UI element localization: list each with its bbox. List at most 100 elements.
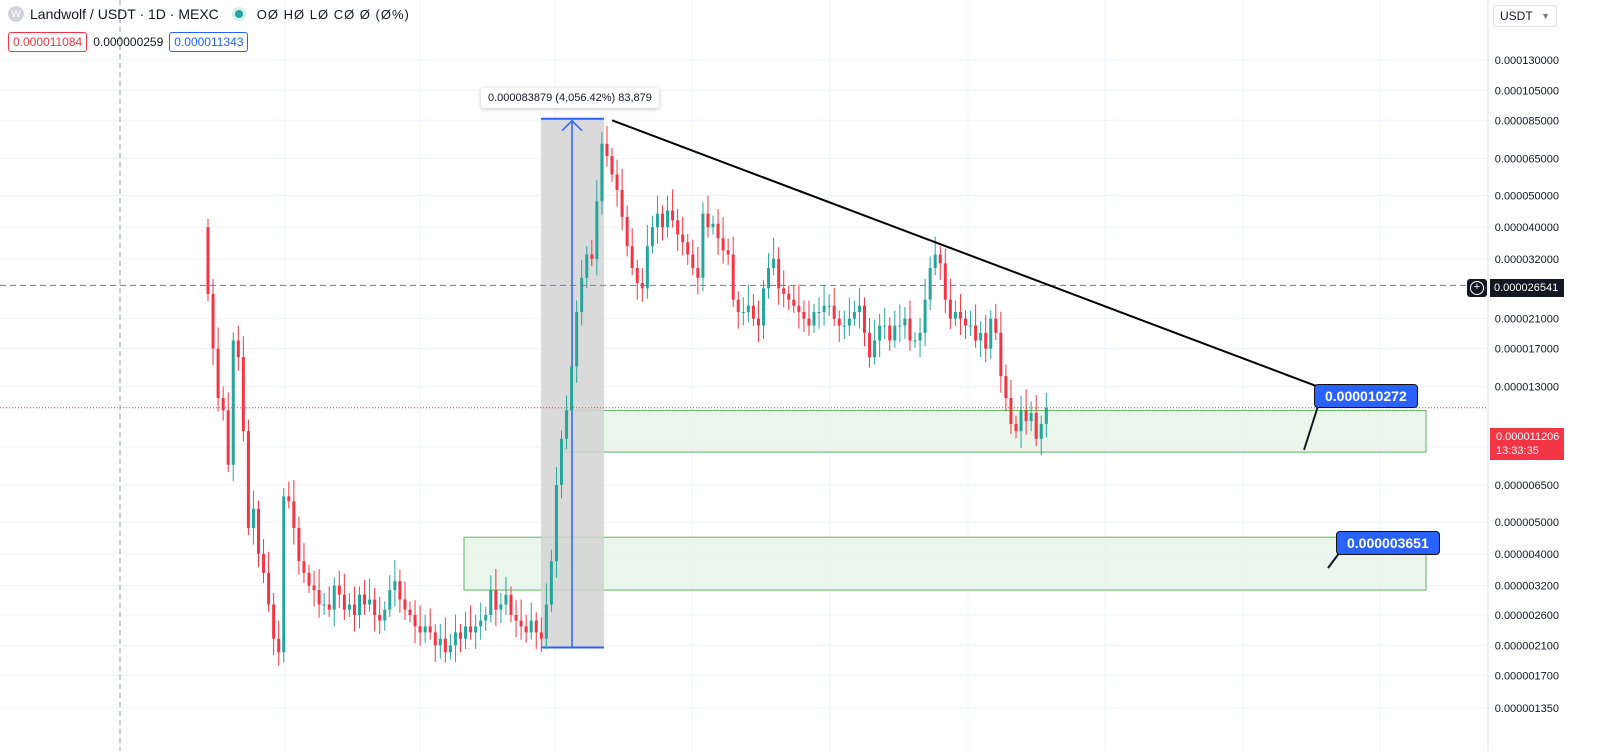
candle-body — [948, 299, 952, 319]
candle-body — [762, 288, 765, 326]
candle-body — [923, 299, 927, 333]
candle-body — [368, 599, 372, 605]
candle-body — [575, 312, 579, 367]
candle-body — [322, 604, 326, 606]
candle-body — [317, 590, 321, 605]
candle-body — [312, 585, 316, 591]
candle-body — [544, 604, 548, 639]
chart-grid — [0, 0, 1488, 751]
candle-body — [342, 594, 346, 610]
candle-body — [994, 318, 998, 333]
candle-body — [852, 312, 856, 319]
candle-body — [650, 227, 654, 247]
candle-body — [226, 410, 230, 465]
add-alert-button[interactable]: + — [1467, 279, 1487, 297]
callout-pointer — [1303, 405, 1319, 451]
last-price-value: 0.000011206 — [1496, 431, 1560, 443]
candle-body — [797, 305, 801, 313]
candle-body — [999, 332, 1003, 377]
candle-body — [469, 626, 473, 633]
y-tick-label: 0.000085000 — [1495, 115, 1559, 127]
candle-body — [453, 632, 457, 646]
candle-body — [767, 268, 771, 289]
y-tick-label: 0.000050000 — [1495, 191, 1559, 203]
candle-body — [251, 508, 255, 529]
candle-body — [817, 312, 821, 314]
y-tick-label: 0.000003200 — [1495, 581, 1559, 593]
candle-body — [615, 174, 619, 190]
y-tick-label: 0.000105000 — [1495, 85, 1559, 97]
y-tick-label: 0.000002100 — [1495, 640, 1559, 652]
candle-body — [363, 594, 367, 605]
candle-body — [428, 626, 432, 633]
candle-body — [812, 312, 816, 326]
candle-body — [969, 325, 973, 327]
currency-select[interactable]: USDT ▼ — [1493, 5, 1557, 27]
candle-body — [383, 609, 387, 621]
measure-label: 0.000083879 (4,056.42%) 83,879 — [481, 88, 659, 108]
chart-lines — [0, 119, 1488, 569]
candle-body — [347, 604, 351, 610]
candle-body — [610, 156, 614, 175]
support-zones — [463, 409, 1427, 591]
candle-body — [231, 340, 235, 465]
candle-body — [903, 318, 907, 326]
candle-body — [216, 348, 220, 399]
coin-logo-icon: W — [8, 6, 24, 22]
candle-body — [378, 615, 382, 621]
candle-body — [590, 254, 594, 259]
lower-price-callout[interactable]: 0.000003651 — [1336, 531, 1440, 555]
candle-body — [560, 438, 563, 486]
candle-body — [681, 234, 685, 243]
candle-body — [262, 553, 266, 573]
candle-body — [307, 572, 311, 586]
candle-body — [277, 638, 281, 653]
candle-body — [635, 268, 639, 283]
candle-body — [782, 288, 786, 294]
candle-body — [423, 626, 427, 633]
candle-body — [509, 594, 513, 616]
candle-body — [625, 216, 629, 247]
candle-body — [979, 332, 983, 341]
candle-body — [751, 305, 755, 319]
candle-body — [827, 305, 831, 307]
candle-body — [792, 299, 796, 306]
candle-body — [282, 496, 286, 653]
candle-body — [943, 263, 947, 300]
candle-body — [918, 332, 922, 341]
currency-label: USDT — [1500, 9, 1533, 23]
symbol-title[interactable]: Landwolf / USDT · 1D · MEXC — [30, 6, 219, 22]
price-row: 0.000011084 0.000000259 0.000011343 — [8, 32, 249, 52]
buy-price-button[interactable]: 0.000011343 — [169, 32, 249, 52]
candle-body — [1039, 423, 1043, 439]
candle-body — [570, 366, 574, 411]
candle-body — [292, 501, 296, 529]
sell-price-button[interactable]: 0.000011084 — [8, 32, 88, 52]
candle-body — [236, 340, 240, 358]
candle-body — [676, 220, 680, 235]
candle-body — [479, 620, 483, 627]
candle-body — [661, 213, 664, 228]
candle-body — [241, 357, 245, 432]
candle-body — [1019, 410, 1023, 432]
candle-body — [1004, 376, 1008, 399]
y-tick-label: 0.000001700 — [1495, 670, 1559, 682]
candle-body — [464, 626, 468, 639]
candle-body — [1029, 412, 1033, 422]
candle-body — [842, 325, 846, 327]
upper-price-callout[interactable]: 0.000010272 — [1314, 384, 1418, 408]
candle-body — [756, 318, 760, 326]
candle-body — [221, 398, 225, 411]
candle-body — [514, 615, 518, 621]
y-tick-label: 0.000021000 — [1495, 314, 1559, 326]
candle-body — [302, 561, 306, 573]
candle-body — [206, 227, 210, 294]
candle-body — [443, 638, 447, 653]
candle-body — [696, 268, 700, 278]
candle-body — [787, 293, 791, 300]
candle-body — [595, 201, 599, 259]
candle-body — [297, 528, 301, 562]
candle-body — [772, 258, 776, 269]
candle-body — [459, 632, 462, 639]
